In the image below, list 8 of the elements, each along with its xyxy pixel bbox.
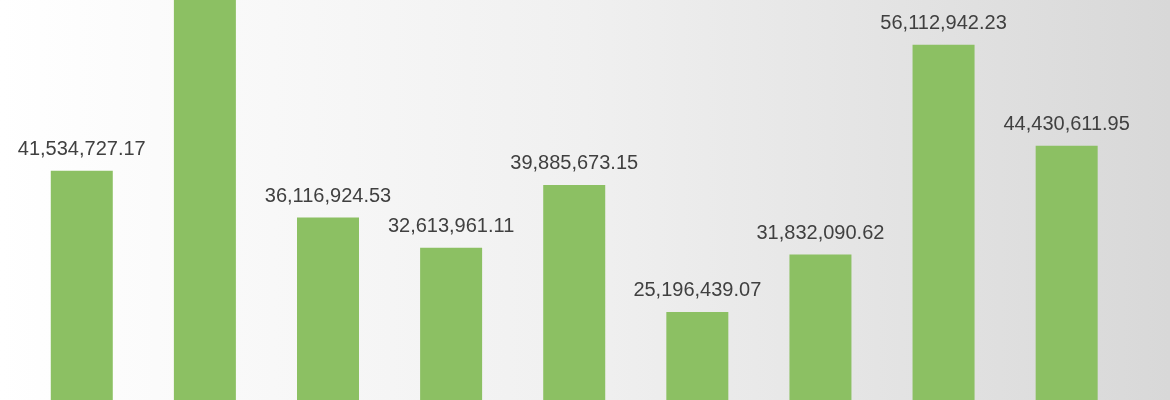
data-label: 31,832,090.62 <box>756 220 885 243</box>
data-label: 39,885,673.15 <box>510 151 639 173</box>
data-label: 36,116,924.53 <box>264 183 392 206</box>
data-label: 44,430,611.95 <box>1003 111 1130 134</box>
data-label: 25,196,439.07 <box>633 277 762 300</box>
data-label: 56,112,942.23 <box>880 10 1007 33</box>
data-label: 41,534,727.17 <box>17 136 146 159</box>
data-label: 32,613,961.11 <box>387 213 515 236</box>
